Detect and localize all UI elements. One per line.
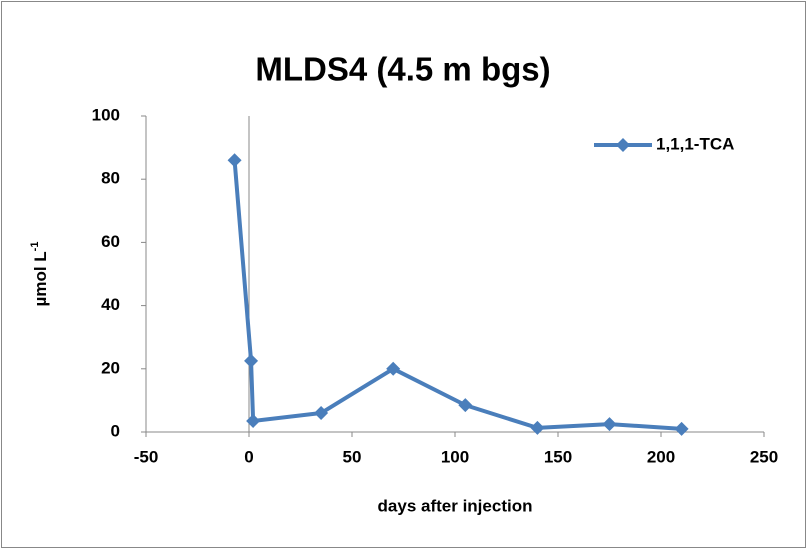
x-tick-label: 250 — [750, 447, 778, 466]
legend-marker — [616, 138, 630, 152]
y-label-superscript: -1 — [29, 242, 41, 252]
legend-label: 1,1,1-TCA — [656, 134, 734, 153]
x-tick-label: 150 — [544, 447, 572, 466]
data-point — [602, 417, 617, 432]
y-tick-label: 60 — [101, 232, 120, 251]
data-point — [530, 420, 545, 435]
chart-title: MLDS4 (4.5 m bgs) — [255, 51, 550, 88]
data-point — [458, 398, 473, 413]
y-axis-label: µmol L-1 — [29, 242, 51, 307]
x-tick-label: -50 — [134, 447, 159, 466]
x-tick-label: 0 — [244, 447, 253, 466]
y-tick-label: 100 — [92, 105, 120, 124]
data-point — [314, 406, 329, 421]
data-point — [674, 421, 689, 436]
y-tick-label: 40 — [101, 295, 120, 314]
data-point — [386, 361, 401, 376]
x-axis-label: days after injection — [378, 496, 533, 515]
y-tick-label: 20 — [101, 358, 120, 377]
data-point — [244, 353, 259, 368]
y-tick-label: 0 — [111, 421, 120, 440]
x-tick-label: 50 — [343, 447, 362, 466]
y-label-text: µmol L — [31, 251, 50, 306]
x-tick-label: 100 — [441, 447, 469, 466]
data-point — [246, 413, 261, 428]
y-tick-label: 80 — [101, 169, 120, 188]
data-point — [227, 153, 242, 168]
x-tick-label: 200 — [647, 447, 675, 466]
